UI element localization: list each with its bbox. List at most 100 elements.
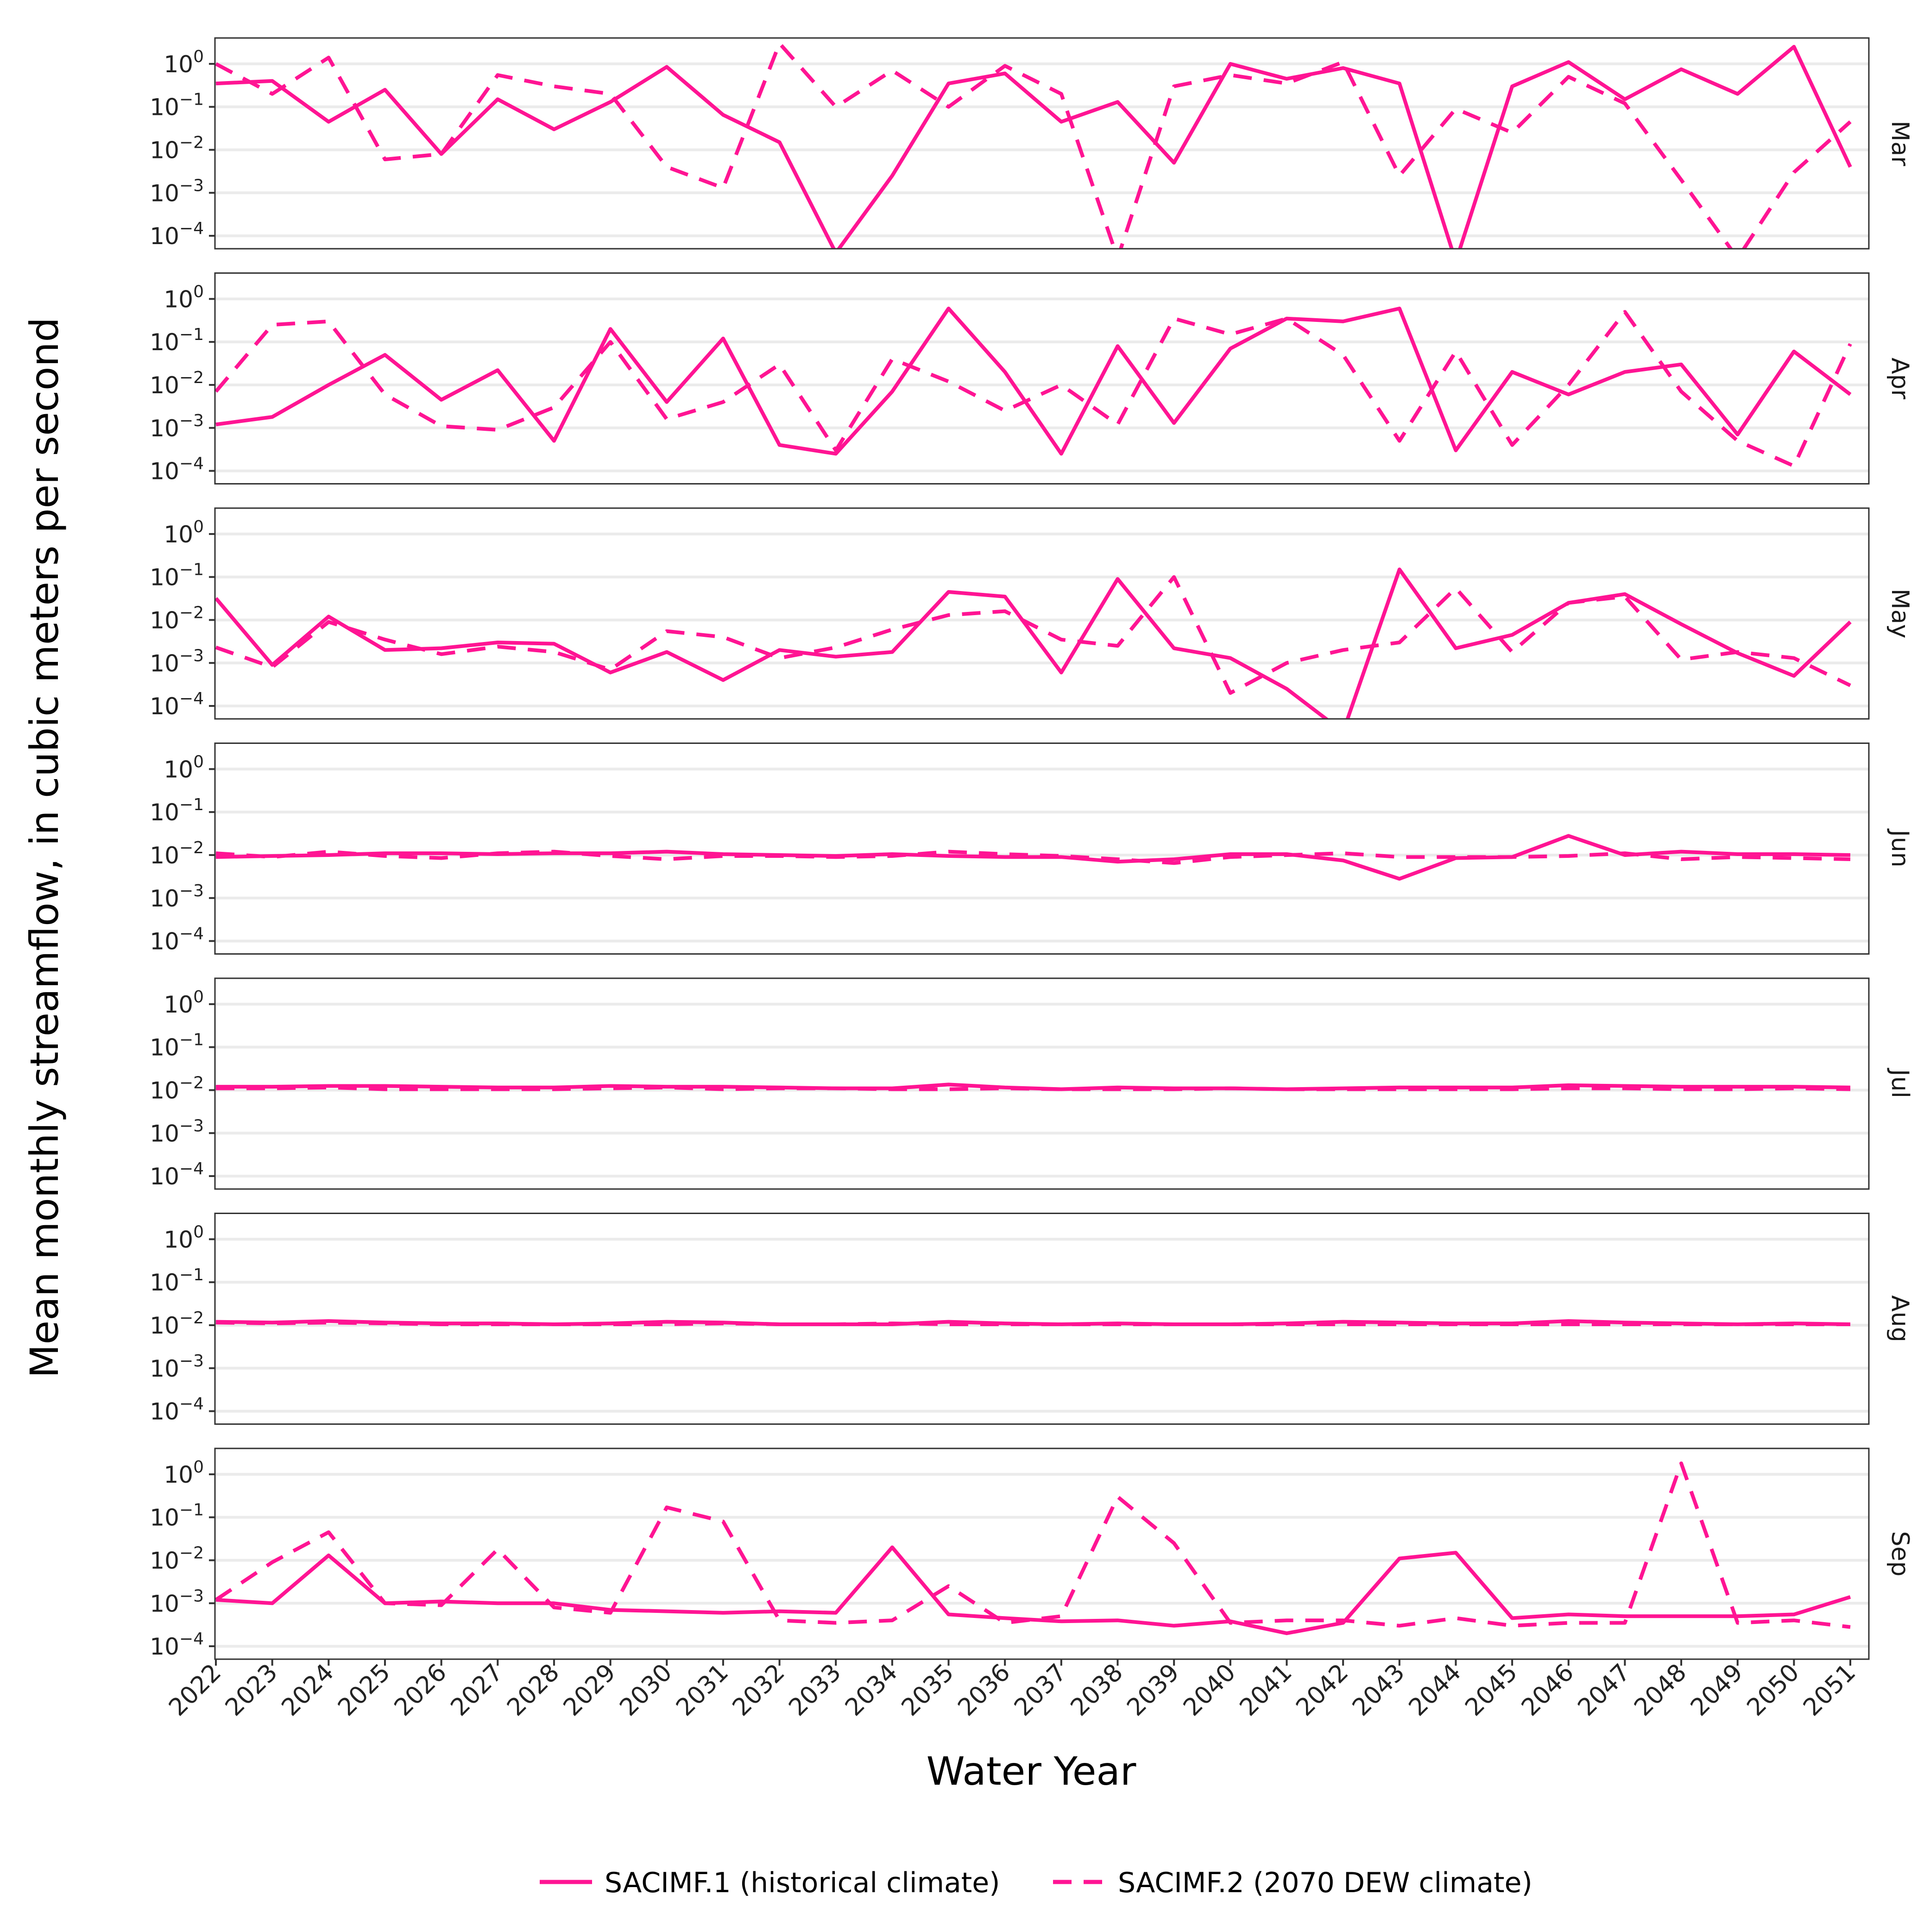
series-line-apr-dew [215, 310, 1852, 468]
ytick-label-apr-2: 10−2 [150, 368, 204, 399]
ytick-label-sep-3: 10−3 [150, 1586, 204, 1617]
xtick-label-2034: 2034 [840, 1659, 903, 1722]
ytick-label-sep-4: 10−4 [150, 1630, 204, 1660]
xtick-label-2044: 2044 [1404, 1659, 1467, 1722]
xtick-label-2046: 2046 [1516, 1659, 1579, 1722]
series-line-mar-historical [215, 44, 1852, 249]
ytick-label-mar-1: 10−1 [150, 90, 204, 121]
xtick-label-2025: 2025 [333, 1659, 396, 1722]
series-line-sep-dew [215, 1461, 1851, 1629]
xtick-label-2047: 2047 [1573, 1659, 1636, 1722]
panel-may: 100 10−1 10−2 10−3 10−4 May [150, 507, 1914, 720]
strip-label-may: May [1886, 589, 1914, 639]
ytick-label-may-1: 10−1 [150, 560, 204, 591]
panel-border-apr [214, 272, 1870, 485]
ytick-label-jul-1: 10−1 [150, 1031, 204, 1061]
ytick-label-apr-3: 10−3 [150, 411, 204, 442]
ytick-label-jun-4: 10−4 [150, 925, 204, 955]
ytick-label-jun-2: 10−2 [150, 838, 204, 869]
xtick-label-2038: 2038 [1066, 1659, 1129, 1722]
panel-border-aug [214, 1213, 1870, 1425]
ytick-label-jul-0: 100 [164, 988, 204, 1018]
xtick-label-2051: 2051 [1798, 1659, 1861, 1722]
ytick-label-aug-2: 10−2 [150, 1309, 204, 1339]
series-line-aug-historical [215, 1319, 1851, 1326]
xtick-label-2049: 2049 [1685, 1659, 1748, 1722]
xtick-label-2036: 2036 [952, 1659, 1015, 1722]
x-axis-title: Water Year [927, 1749, 1136, 1794]
panel-jun: 100 10−1 10−2 10−3 10−4 Jun [150, 743, 1914, 955]
xtick-label-2032: 2032 [727, 1659, 790, 1722]
strip-label-aug: Aug [1886, 1295, 1914, 1342]
ytick-label-mar-4: 10−4 [150, 219, 204, 250]
xtick-label-2050: 2050 [1742, 1659, 1805, 1722]
xtick-label-2039: 2039 [1122, 1659, 1185, 1722]
xtick-label-2028: 2028 [502, 1659, 565, 1722]
xtick-label-2037: 2037 [1009, 1659, 1072, 1722]
series-line-apr-historical [215, 307, 1852, 456]
ytick-label-sep-1: 10−1 [150, 1501, 204, 1531]
xtick-label-2035: 2035 [896, 1659, 959, 1722]
ytick-label-jun-3: 10−3 [150, 881, 204, 912]
xtick-label-2026: 2026 [389, 1659, 452, 1722]
panel-jul: 100 10−1 10−2 10−3 10−4 Jul [150, 977, 1914, 1190]
legend-label-dew: SACIMF.2 (2070 DEW climate) [1118, 1867, 1533, 1899]
strip-label-sep: Sep [1886, 1531, 1914, 1576]
ytick-label-mar-3: 10−3 [150, 176, 204, 207]
ytick-label-aug-3: 10−3 [150, 1352, 204, 1382]
xtick-label-2040: 2040 [1178, 1659, 1241, 1722]
xtick-label-2023: 2023 [220, 1659, 283, 1722]
panel-border-sep [214, 1447, 1870, 1660]
xtick-label-2048: 2048 [1629, 1659, 1692, 1722]
ytick-label-may-2: 10−2 [150, 603, 204, 634]
ytick-label-aug-4: 10−4 [150, 1395, 204, 1425]
panel-border-jun [214, 743, 1870, 955]
xtick-label-2033: 2033 [783, 1659, 846, 1722]
xtick-label-2030: 2030 [614, 1659, 677, 1722]
panel-border-mar [214, 37, 1870, 250]
ytick-label-sep-2: 10−2 [150, 1543, 204, 1574]
ytick-label-may-0: 100 [164, 517, 204, 548]
series-line-sep-historical [215, 1545, 1851, 1636]
y-axis-title: Mean monthly streamflow, in cubic meters… [22, 317, 67, 1378]
panel-apr: 100 10−1 10−2 10−3 10−4 Apr [150, 272, 1914, 485]
series-line-jun-historical [215, 834, 1851, 881]
series-line-mar-dew [215, 41, 1852, 249]
ytick-label-apr-4: 10−4 [150, 454, 204, 485]
panel-sep: 100 10−1 10−2 10−3 10−4 Sep [150, 1447, 1914, 1660]
ytick-label-mar-0: 100 [164, 47, 204, 78]
series-line-jul-dew [216, 1085, 1851, 1091]
series-line-aug-dew [215, 1321, 1850, 1326]
xtick-label-2022: 2022 [164, 1659, 227, 1722]
ytick-label-jul-4: 10−4 [150, 1159, 204, 1190]
ytick-label-aug-1: 10−1 [150, 1265, 204, 1296]
strip-label-apr: Apr [1886, 358, 1914, 400]
ytick-label-may-3: 10−3 [150, 646, 204, 677]
x-axis: 2022202320242025202620272028202920302031… [164, 1659, 1861, 1722]
panel-aug: 100 10−1 10−2 10−3 10−4 Aug [150, 1213, 1914, 1425]
ytick-label-apr-1: 10−1 [150, 325, 204, 356]
xtick-label-2041: 2041 [1235, 1659, 1298, 1722]
xtick-label-2045: 2045 [1460, 1659, 1523, 1722]
xtick-label-2031: 2031 [671, 1659, 734, 1722]
ytick-label-jun-0: 100 [164, 752, 204, 783]
ytick-label-sep-0: 100 [164, 1458, 204, 1488]
panel-border-jul [214, 977, 1870, 1190]
strip-label-mar: Mar [1886, 120, 1914, 166]
legend: SACIMF.1 (historical climate) SACIMF.2 (… [540, 1867, 1533, 1899]
series-line-jul-historical [216, 1082, 1851, 1091]
xtick-label-2027: 2027 [445, 1659, 508, 1722]
xtick-label-2029: 2029 [558, 1659, 621, 1722]
strip-label-jun: Jun [1886, 828, 1914, 867]
ytick-label-jul-3: 10−3 [150, 1116, 204, 1147]
panels-layer: 100 10−1 10−2 10−3 10−4 Mar 100 10−1 10−2 10−3 10−… [150, 37, 1914, 1660]
ytick-label-may-4: 10−4 [150, 689, 204, 720]
ytick-label-aug-0: 100 [164, 1222, 204, 1253]
xtick-label-2043: 2043 [1347, 1659, 1410, 1722]
series-line-may-historical [215, 567, 1852, 719]
series-line-may-dew [215, 575, 1851, 695]
panel-border-may [214, 507, 1870, 720]
ytick-label-apr-0: 100 [164, 282, 204, 313]
